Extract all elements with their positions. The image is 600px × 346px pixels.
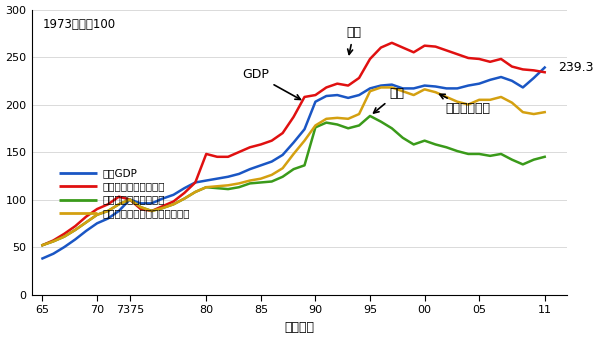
Text: 実質GDP: 実質GDP [103,168,137,178]
X-axis label: （年度）: （年度） [284,320,314,334]
Text: 1973年度＝100: 1973年度＝100 [42,18,115,31]
Text: 旅客のエネルギー消費: 旅客のエネルギー消費 [103,181,165,191]
Text: GDP: GDP [242,68,301,99]
Text: 貨物のエネルギー消費: 貨物のエネルギー消費 [103,194,165,204]
Text: 旅客: 旅客 [346,26,361,54]
Text: 239.3: 239.3 [558,61,593,74]
Text: 貨物: 貨物 [374,87,405,113]
Text: 運輸部門全体のエネルギー消費: 運輸部門全体のエネルギー消費 [103,208,190,218]
Text: 運輸部門全体: 運輸部門全体 [440,94,491,115]
